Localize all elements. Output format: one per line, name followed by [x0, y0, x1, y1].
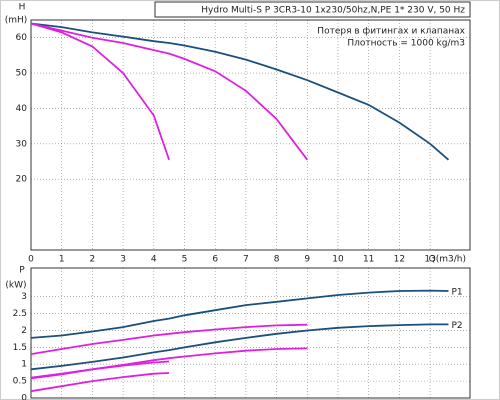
curve — [30, 289, 449, 339]
curve — [30, 360, 170, 379]
x-tick-label: 11 — [363, 255, 374, 265]
y-tick-label: 2 — [21, 326, 27, 336]
x-tick-label: 5 — [182, 255, 188, 265]
x-tick-label: 4 — [151, 255, 157, 265]
x-tick-label: 1 — [59, 255, 65, 265]
x-tick-label: 3 — [120, 255, 126, 265]
y-tick-label: 3 — [21, 292, 27, 302]
x-tick-label: 2 — [90, 255, 96, 265]
y-tick-label: 0 — [21, 394, 27, 400]
curve — [30, 372, 170, 393]
y-tick-label: 40 — [16, 104, 28, 114]
y-label-unit: (kW) — [5, 281, 26, 291]
x-tick-label: 10 — [332, 255, 344, 265]
x-label: Q(m3/h) — [429, 255, 466, 265]
x-tick-label: 12 — [394, 255, 405, 265]
y-label: H — [19, 3, 26, 13]
series-label: P1 — [452, 287, 463, 297]
y-label-unit: (mH) — [5, 16, 28, 26]
y-tick-label: 0.5 — [13, 377, 27, 387]
x-tick-label: 9 — [304, 255, 310, 265]
y-tick-label: 60 — [16, 33, 28, 43]
y-tick-label: 1.5 — [13, 343, 27, 353]
plot-frame — [30, 267, 471, 399]
curve — [30, 323, 308, 355]
x-tick-label: 13 — [424, 255, 435, 265]
y-tick-label: 30 — [16, 139, 28, 149]
y-tick-label: 50 — [16, 69, 28, 79]
curve — [30, 323, 449, 371]
annotation: Плотность = 1000 kg/m3 — [347, 39, 465, 49]
header-box — [154, 1, 471, 18]
x-tick-label: 7 — [243, 255, 249, 265]
annotation: Потеря в фитингах и клапанах — [317, 27, 465, 37]
plot-frame — [30, 19, 471, 251]
x-tick-label: 0 — [28, 255, 34, 265]
y-tick-label: 20 — [16, 175, 28, 185]
header: Hydro Multi-S P 3CR3-10 1x230/50hz,N,PE … — [201, 6, 465, 16]
y-tick-label: 1 — [21, 360, 27, 370]
curve — [30, 22, 450, 161]
curve — [30, 22, 170, 161]
curve — [30, 22, 309, 161]
y-tick-label: 2.5 — [13, 309, 27, 319]
x-tick-label: 6 — [212, 255, 218, 265]
series-label: P2 — [452, 321, 463, 331]
x-tick-label: 8 — [274, 255, 280, 265]
y-label: P — [19, 266, 25, 276]
